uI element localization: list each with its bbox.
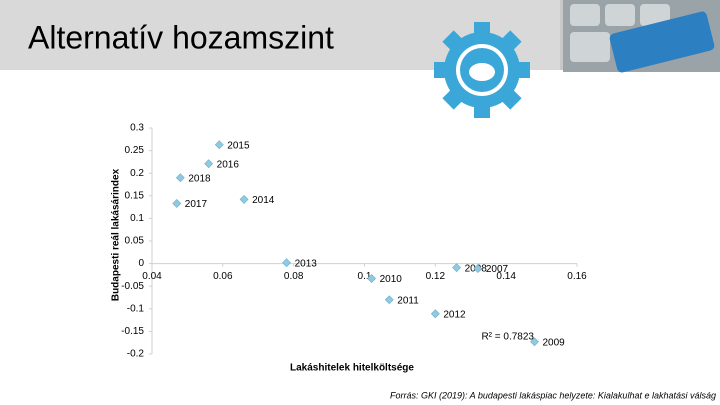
point — [204, 159, 214, 169]
keyboard-image — [563, 0, 720, 73]
y-tick-label: 0.25 — [125, 145, 145, 156]
source: Forrás: GKI (2019): A budapesti lakáspia… — [390, 390, 716, 400]
title: Alternatív hozamszint — [28, 19, 334, 55]
y-tick-label: -0.15 — [121, 326, 144, 337]
point — [282, 258, 292, 268]
point-label: 2014 — [252, 195, 275, 206]
y-tick-label: 0.05 — [125, 236, 145, 247]
point-label: 2012 — [443, 309, 466, 320]
y-tick-label: -0.1 — [127, 303, 145, 314]
point — [214, 140, 224, 150]
point — [430, 309, 440, 319]
point-label: 2011 — [397, 295, 419, 306]
r-squared: R² = 0.7823 — [481, 332, 534, 343]
point-label: 2015 — [227, 140, 250, 151]
point-label: 2017 — [185, 199, 208, 210]
y-tick-label: 0.3 — [130, 123, 144, 134]
x-tick-label: 0.14 — [496, 271, 516, 282]
point — [172, 199, 182, 208]
point-label: 2016 — [217, 159, 240, 170]
y-tick-label: 0.1 — [130, 213, 144, 224]
point-label: 2018 — [188, 173, 211, 184]
x-axis-title: Lakáshitelek hitelköltsége — [290, 363, 414, 374]
x-tick-label: 0.06 — [213, 271, 233, 282]
point — [384, 295, 394, 305]
x-tick-label: 0.12 — [426, 271, 446, 282]
point-label: 2013 — [295, 258, 318, 269]
y-axis-title: Budapesti reál lakásárindex — [111, 168, 122, 301]
y-tick-label: 0.15 — [125, 190, 145, 201]
y-tick-label: -0.2 — [127, 349, 145, 360]
y-tick-label: 0 — [138, 258, 144, 269]
point — [175, 173, 185, 183]
point — [530, 337, 539, 347]
x-tick-label: 0.08 — [284, 271, 304, 282]
point-label: 2007 — [486, 264, 509, 275]
point — [367, 274, 377, 283]
y-tick-label: 0.2 — [130, 168, 144, 179]
x-tick-label: 0.04 — [142, 271, 162, 282]
gear-icon — [434, 22, 530, 118]
x-tick-label: 0.16 — [567, 271, 587, 282]
x-tick-label: 0.1 — [358, 271, 372, 282]
point — [239, 194, 249, 204]
point — [452, 263, 462, 273]
point-label: 2009 — [543, 337, 566, 348]
y-tick-label: -0.05 — [121, 281, 144, 292]
point — [473, 264, 483, 273]
point-label: 2010 — [380, 274, 403, 285]
